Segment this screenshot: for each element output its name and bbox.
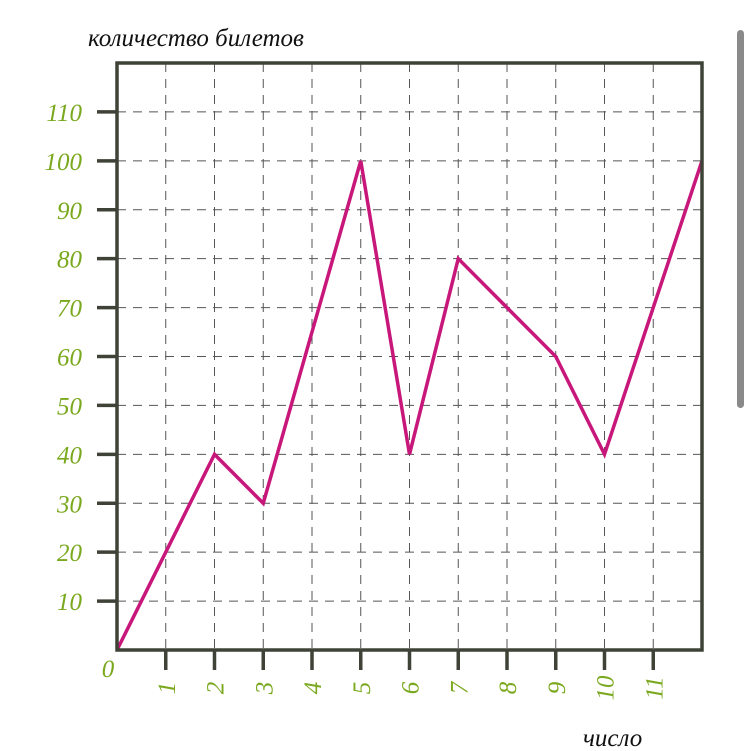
series-line: [115, 160, 704, 651]
x-tick-label: 5: [349, 682, 376, 695]
x-tick-label: 9: [544, 681, 571, 694]
x-tick-label: 11: [641, 676, 668, 699]
y-axis-label: количество билетов: [88, 25, 304, 52]
y-tick-label: 10: [57, 589, 83, 616]
axis-ticks: [97, 110, 655, 670]
tick-labels: 1 2 3 4 5 6 7 8 9 10 11 10 20 30 40 50 60 70 80 90 100 110: [45, 100, 669, 701]
y-tick-label: 30: [56, 491, 83, 518]
y-tick-label: 90: [57, 198, 83, 225]
y-tick-label: 60: [57, 345, 83, 372]
origin-label: 0: [102, 656, 115, 683]
plot-frame: [115, 61, 704, 652]
y-tick-label: 80: [57, 247, 83, 274]
y-tick-label: 100: [45, 149, 83, 176]
y-tick-label: 70: [57, 296, 83, 323]
y-tick-label: 20: [57, 540, 83, 567]
y-tick-label: 110: [46, 100, 82, 127]
y-tick-label: 50: [57, 393, 83, 420]
x-tick-label: 2: [203, 682, 230, 695]
x-tick-label: 7: [446, 680, 473, 694]
grid: [117, 63, 702, 650]
x-tick-label: 4: [300, 682, 327, 695]
x-tick-label: 8: [495, 681, 522, 694]
x-tick-label: 3: [251, 682, 278, 696]
x-tick-label: 1: [154, 682, 181, 695]
x-tick-label: 10: [593, 675, 620, 701]
x-axis-label: число: [583, 725, 642, 751]
series-lines: [115, 160, 704, 651]
vertical-scrollbar[interactable]: [737, 30, 744, 408]
x-tick-label: 6: [398, 681, 425, 694]
y-tick-label: 40: [57, 442, 83, 469]
